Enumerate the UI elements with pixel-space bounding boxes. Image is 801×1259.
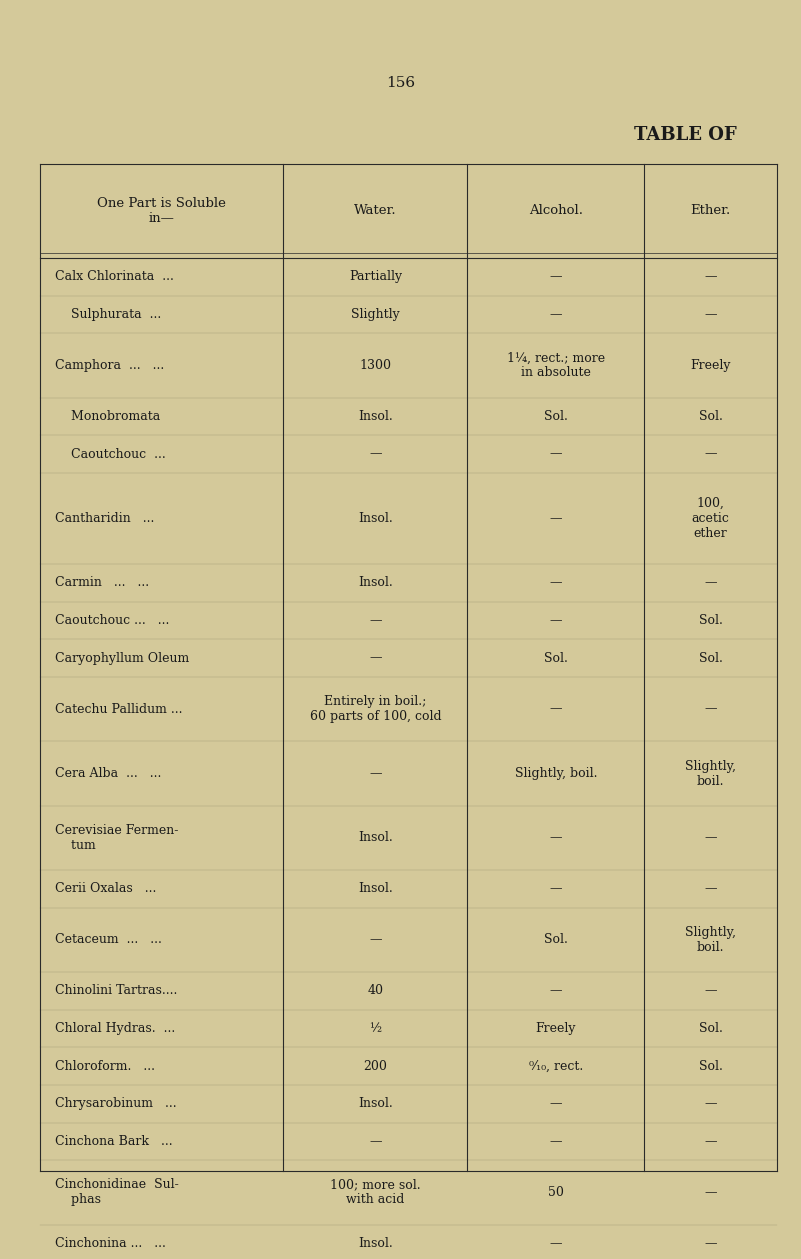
Text: Cerii Oxalas   ...: Cerii Oxalas ... <box>55 883 157 895</box>
Text: Monobromata: Monobromata <box>55 410 161 423</box>
Text: —: — <box>549 447 562 461</box>
Text: —: — <box>549 512 562 525</box>
Text: —: — <box>549 1098 562 1110</box>
Text: Insol.: Insol. <box>358 577 392 589</box>
Text: —: — <box>549 1236 562 1250</box>
Text: Slightly,
boil.: Slightly, boil. <box>685 925 736 954</box>
Text: Sol.: Sol. <box>544 652 568 665</box>
Text: Carmin   ...   ...: Carmin ... ... <box>55 577 150 589</box>
Text: Slightly: Slightly <box>351 308 400 321</box>
Text: Caoutchouc ...   ...: Caoutchouc ... ... <box>55 614 170 627</box>
Text: ½: ½ <box>369 1022 381 1035</box>
Text: 200: 200 <box>364 1060 388 1073</box>
Text: Sol.: Sol. <box>544 933 568 947</box>
Text: —: — <box>549 614 562 627</box>
Text: Insol.: Insol. <box>358 883 392 895</box>
Text: Camphora  ...   ...: Camphora ... ... <box>55 359 165 371</box>
Text: Sol.: Sol. <box>698 1060 723 1073</box>
Text: —: — <box>369 767 381 781</box>
Text: Insol.: Insol. <box>358 1098 392 1110</box>
Text: Insol.: Insol. <box>358 1236 392 1250</box>
Text: 156: 156 <box>386 76 415 89</box>
Text: —: — <box>704 831 717 845</box>
Text: —: — <box>704 271 717 283</box>
Text: Sulphurata  ...: Sulphurata ... <box>55 308 162 321</box>
Text: —: — <box>369 1134 381 1148</box>
Text: Cetaceum  ...   ...: Cetaceum ... ... <box>55 933 163 947</box>
Text: —: — <box>704 577 717 589</box>
Text: 1300: 1300 <box>360 359 392 371</box>
Text: ⁰⁄₁₀, rect.: ⁰⁄₁₀, rect. <box>529 1060 583 1073</box>
Text: Caoutchouc  ...: Caoutchouc ... <box>55 447 166 461</box>
Text: 40: 40 <box>368 985 384 997</box>
Text: Freely: Freely <box>690 359 731 371</box>
Text: —: — <box>549 1134 562 1148</box>
Text: —: — <box>704 308 717 321</box>
Text: —: — <box>704 1134 717 1148</box>
Text: 50: 50 <box>548 1186 564 1199</box>
Text: Cera Alba  ...   ...: Cera Alba ... ... <box>55 767 162 781</box>
Text: Cinchonina ...   ...: Cinchonina ... ... <box>55 1236 167 1250</box>
Text: Sol.: Sol. <box>698 614 723 627</box>
Text: Alcohol.: Alcohol. <box>529 204 583 218</box>
Text: TABLE OF: TABLE OF <box>634 126 737 144</box>
Text: Insol.: Insol. <box>358 512 392 525</box>
Text: Chloroform.   ...: Chloroform. ... <box>55 1060 155 1073</box>
Text: 100,
acetic
ether: 100, acetic ether <box>692 497 730 540</box>
Text: —: — <box>369 933 381 947</box>
Text: Insol.: Insol. <box>358 831 392 845</box>
Text: 1¼, rect.; more
in absolute: 1¼, rect.; more in absolute <box>507 351 605 379</box>
Text: —: — <box>704 883 717 895</box>
Text: Cinchonidinae  Sul-
    phas: Cinchonidinae Sul- phas <box>55 1178 179 1206</box>
Text: —: — <box>549 577 562 589</box>
Text: Cerevisiae Fermen-
    tum: Cerevisiae Fermen- tum <box>55 823 179 852</box>
Text: Cantharidin   ...: Cantharidin ... <box>55 512 155 525</box>
Text: —: — <box>549 985 562 997</box>
Text: —: — <box>704 985 717 997</box>
Text: —: — <box>704 1236 717 1250</box>
Text: —: — <box>704 1186 717 1199</box>
Text: Caryophyllum Oleum: Caryophyllum Oleum <box>55 652 190 665</box>
Text: Insol.: Insol. <box>358 410 392 423</box>
Text: —: — <box>369 447 381 461</box>
Text: Water.: Water. <box>354 204 396 218</box>
Text: Catechu Pallidum ...: Catechu Pallidum ... <box>55 703 183 715</box>
Text: Freely: Freely <box>536 1022 576 1035</box>
Text: —: — <box>704 1098 717 1110</box>
Text: —: — <box>549 308 562 321</box>
Text: Entirely in boil.;
60 parts of 100, cold: Entirely in boil.; 60 parts of 100, cold <box>309 695 441 723</box>
Text: Calx Chlorinata  ...: Calx Chlorinata ... <box>55 271 175 283</box>
Text: Chloral Hydras.  ...: Chloral Hydras. ... <box>55 1022 175 1035</box>
Text: —: — <box>549 883 562 895</box>
Text: One Part is Soluble
in—: One Part is Soluble in— <box>97 196 226 225</box>
Text: —: — <box>369 614 381 627</box>
Text: Cinchona Bark   ...: Cinchona Bark ... <box>55 1134 173 1148</box>
Text: Partially: Partially <box>348 271 402 283</box>
Text: 100; more sol.
with acid: 100; more sol. with acid <box>330 1178 421 1206</box>
Text: Ether.: Ether. <box>690 204 731 218</box>
Text: —: — <box>549 831 562 845</box>
Text: Sol.: Sol. <box>698 652 723 665</box>
Text: Chinolini Tartras....: Chinolini Tartras.... <box>55 985 178 997</box>
Text: Sol.: Sol. <box>698 410 723 423</box>
Text: Chrysarobinum   ...: Chrysarobinum ... <box>55 1098 177 1110</box>
Text: Slightly, boil.: Slightly, boil. <box>515 767 597 781</box>
Text: —: — <box>704 703 717 715</box>
Text: —: — <box>369 652 381 665</box>
Text: Slightly,
boil.: Slightly, boil. <box>685 759 736 788</box>
Text: —: — <box>549 271 562 283</box>
Text: Sol.: Sol. <box>698 1022 723 1035</box>
Text: —: — <box>704 447 717 461</box>
Text: Sol.: Sol. <box>544 410 568 423</box>
Text: —: — <box>549 703 562 715</box>
